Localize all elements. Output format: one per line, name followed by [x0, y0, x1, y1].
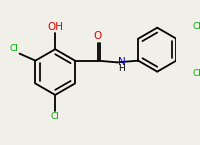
Text: Cl: Cl: [193, 22, 200, 31]
Text: Cl: Cl: [10, 44, 19, 53]
Text: H: H: [118, 64, 125, 73]
Text: OH: OH: [47, 22, 63, 32]
Text: O: O: [94, 31, 102, 41]
Text: N: N: [118, 57, 126, 67]
Text: Cl: Cl: [193, 69, 200, 78]
Text: Cl: Cl: [51, 113, 60, 122]
